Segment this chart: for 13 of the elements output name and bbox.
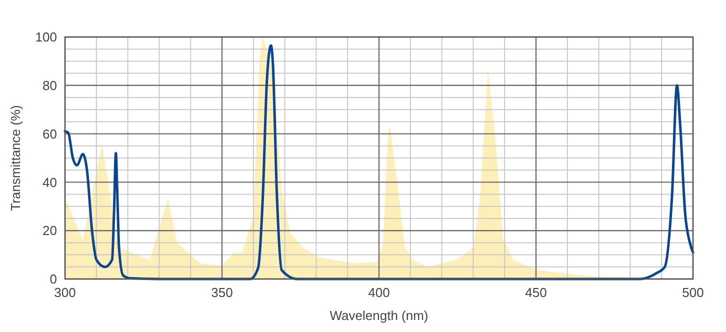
x-tick-label: 300 bbox=[54, 285, 76, 300]
y-tick-label: 0 bbox=[50, 272, 57, 287]
y-tick-label: 100 bbox=[35, 30, 57, 45]
y-tick-label: 20 bbox=[42, 223, 57, 238]
x-tick-label: 350 bbox=[211, 285, 233, 300]
x-axis-title: Wavelength (nm) bbox=[330, 308, 428, 323]
y-tick-label: 60 bbox=[42, 126, 57, 142]
x-tick-label: 450 bbox=[525, 285, 547, 300]
y-axis-title: Transmittance (%) bbox=[8, 105, 23, 211]
x-tick-label: 500 bbox=[682, 285, 704, 300]
y-tick-label: 80 bbox=[42, 78, 57, 93]
y-tick-label: 40 bbox=[42, 174, 57, 190]
x-tick-label: 400 bbox=[368, 285, 390, 300]
